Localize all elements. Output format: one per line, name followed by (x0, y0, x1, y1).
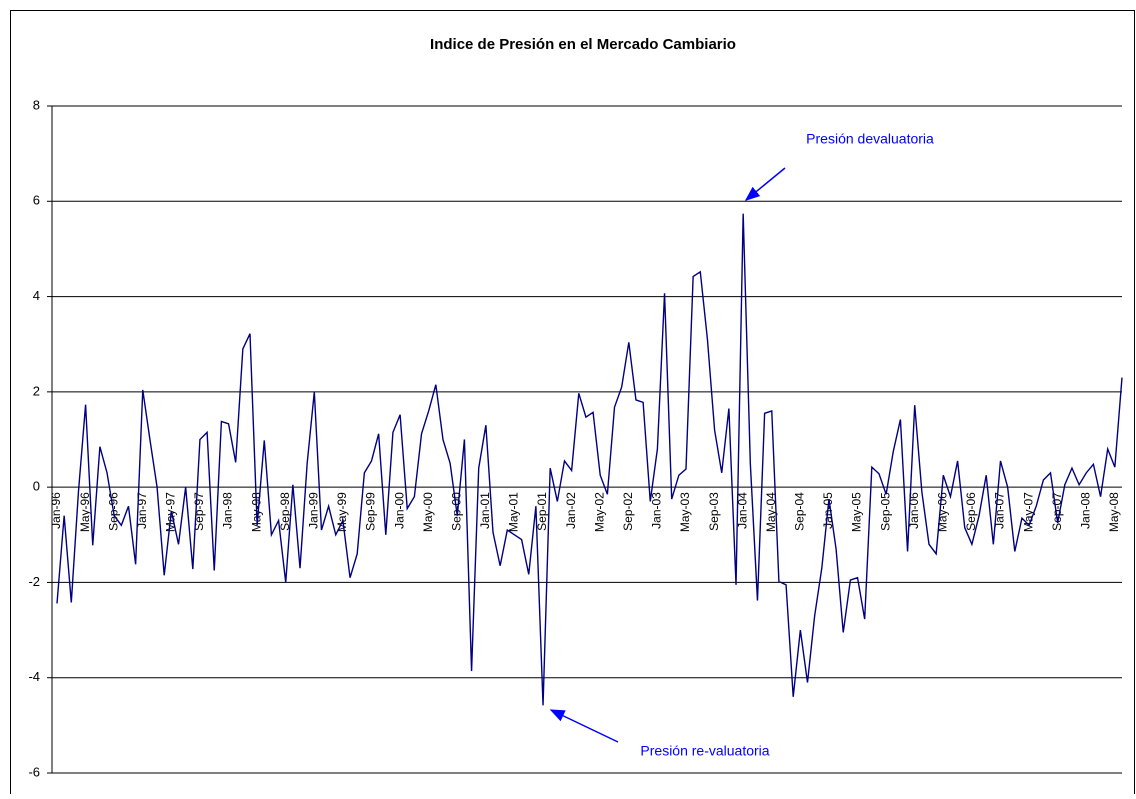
x-tick-label: May-05 (850, 492, 864, 532)
chart-frame (10, 10, 1135, 799)
x-tick-label: Sep-05 (878, 492, 892, 531)
y-tick-label: -2 (28, 574, 40, 589)
x-tick-label: Jan-08 (1078, 492, 1092, 529)
x-tick-label: Sep-98 (278, 492, 292, 531)
annotation: Presión devaluatoria (806, 131, 934, 147)
x-tick-label: May-06 (935, 492, 949, 532)
x-tick-label: May-03 (678, 492, 692, 532)
x-tick-label: Jan-01 (478, 492, 492, 529)
annotation: Presión re-valuatoria (640, 743, 769, 759)
x-tick-label: Sep-07 (1050, 492, 1064, 531)
x-tick-label: May-07 (1021, 492, 1035, 532)
x-tick-label: Jan-98 (221, 492, 235, 529)
y-tick-label: 0 (33, 479, 40, 494)
x-tick-label: Sep-06 (964, 492, 978, 531)
x-tick-label: Jan-96 (49, 492, 63, 529)
x-tick-label: Jan-04 (735, 492, 749, 529)
x-tick-label: Jan-00 (392, 492, 406, 529)
x-tick-label: May-96 (78, 492, 92, 532)
x-tick-label: Sep-99 (364, 492, 378, 531)
data-line (56, 213, 1123, 706)
y-tick-label: -4 (28, 669, 40, 684)
x-tick-label: May-99 (335, 492, 349, 532)
x-tick-label: Sep-02 (621, 492, 635, 531)
x-tick-label: Jan-99 (306, 492, 320, 529)
x-tick-label: May-01 (507, 492, 521, 532)
y-tick-label: 6 (33, 193, 40, 208)
chart-title: Indice de Presión en el Mercado Cambiari… (430, 36, 736, 53)
x-tick-label: May-97 (164, 492, 178, 532)
x-tick-label: May-04 (764, 492, 778, 532)
y-tick-label: -6 (28, 764, 40, 779)
x-tick-label: May-00 (421, 492, 435, 532)
x-tick-label: Sep-97 (192, 492, 206, 531)
x-tick-label: Sep-04 (793, 492, 807, 531)
y-tick-label: 2 (33, 383, 40, 398)
x-tick-label: Jan-02 (564, 492, 578, 529)
x-tick-label: May-08 (1107, 492, 1121, 532)
x-tick-label: Sep-03 (707, 492, 721, 531)
x-tick-label: Jan-03 (650, 492, 664, 529)
x-tick-label: Sep-01 (535, 492, 549, 531)
y-tick-label: 4 (33, 288, 40, 303)
annotation-arrow (549, 709, 619, 743)
x-tick-label: May-02 (592, 492, 606, 532)
annotation-arrow (744, 167, 786, 201)
y-tick-label: 8 (33, 97, 40, 112)
